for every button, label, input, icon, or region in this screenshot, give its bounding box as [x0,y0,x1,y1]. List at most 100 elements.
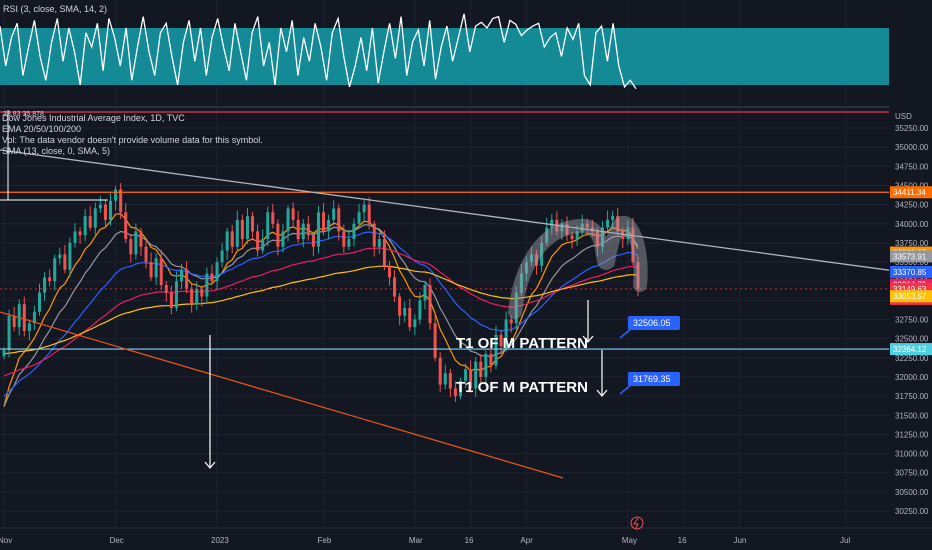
price-tag [890,290,932,303]
candle-body [63,254,67,270]
price-tag-label: 33053.57 [893,292,927,301]
currency-label: USD [895,112,912,121]
candle-body [352,223,356,240]
candle-body [322,212,326,232]
candle-body [43,277,47,293]
time-tick-label: Jun [733,536,746,545]
candle-body [240,219,244,240]
candle-body [611,216,615,220]
candle-body [205,273,209,297]
candle-body [139,231,143,247]
candle-body [327,219,331,232]
price-tick-label: 30500.00 [895,488,929,497]
price-tag [890,250,932,263]
candle-body [245,216,249,240]
last-price-value: 33149.63 [893,285,927,294]
event-flash-icon-bolt [633,517,639,529]
candle-body [271,212,275,224]
candle-body [134,231,138,255]
rsi-band [0,28,889,85]
candle-body [266,212,270,240]
candle-body [636,262,640,289]
price-tick-label: 34000.00 [895,220,929,229]
candle-body [276,223,280,247]
candle-body [367,204,371,224]
price-tick-label: 31000.00 [895,450,929,459]
candle-body [149,262,153,278]
price-tick-label: 31250.00 [895,430,929,439]
candle-body [550,219,554,228]
candle-body [509,319,513,324]
event-flash-icon [630,516,644,530]
candle-body [98,204,102,209]
candle-body [230,231,234,247]
candle-body [575,231,579,240]
price-tick-label: 31500.00 [895,411,929,420]
pattern-label-1: T1 OF M PATTERN [456,335,588,352]
candle-body [524,262,528,274]
candle-body [458,380,462,397]
candle-body [103,204,107,220]
candle-body [144,246,148,263]
time-tick-label: Feb [318,536,332,545]
sma-13-line [3,224,639,407]
price-tick-label: 34750.00 [895,162,929,171]
target-callout-2-text: 31769.35 [633,374,671,384]
price-tag [890,343,932,356]
rsi-panel: 100.0080.0060.0040.0020.000.0016.09 [0,5,930,113]
candle-body [195,288,199,305]
target-callout-2-box [628,372,680,386]
price-tag-label: 33573.91 [893,252,927,261]
candle-body [504,319,508,347]
candle-body [545,227,549,243]
candle-body [301,223,305,240]
candle-body [362,204,366,213]
candle-body [433,323,437,358]
candle-body [342,231,346,247]
volume-legend[interactable]: Vol: The data vendor doesn't provide vol… [2,135,263,145]
candle-body [332,208,336,220]
ema-20-line [3,213,639,407]
candle-body [53,258,57,282]
candle-body [484,353,488,377]
candle-body [448,373,452,389]
time-tick-label: Nov [0,536,12,545]
candle-body [606,219,610,228]
symbol-title[interactable]: Dow Jones Industrial Average Index, 1D, … [2,113,185,123]
candle-body [469,369,473,389]
target-arrow-1-head [582,335,594,343]
ema-legend[interactable]: EMA 20/50/100/200 [2,124,82,134]
rsi-legend[interactable]: RSI (3, close, SMA, 14, 2) [3,4,108,14]
candle-body [159,258,163,286]
candle-body [377,239,381,247]
candle-body [535,254,539,266]
candle-body [423,285,427,301]
candle-body [464,369,468,381]
candle-body [225,231,229,251]
candle-body [398,296,402,316]
time-tick-label: 2023 [211,536,229,545]
time-tick-label: Dec [110,536,124,545]
ema-50-line [3,231,639,397]
candle-body [580,223,584,232]
candle-body [154,258,158,278]
ema-100-line [3,247,639,377]
candle-body [540,242,544,266]
candle-body [109,200,113,220]
candle-body [220,250,224,263]
candle-body [180,269,184,282]
candle-body [78,231,82,236]
candle-body [489,353,493,366]
descending-trendline [0,149,932,277]
main-legend[interactable]: Dow Jones Industrial Average Index, 1D, … [2,113,263,157]
candle-body [291,208,295,220]
candle-body [443,373,447,385]
candle-body [190,288,194,305]
price-tick-label: 35250.00 [895,124,929,133]
candle-body [114,189,118,201]
candle-body [93,208,97,228]
price-tick-label: 33500.00 [895,258,929,267]
candle-body [37,292,42,312]
sma-legend[interactable]: SMA (13, close, 0, SMA, 5) [2,146,111,156]
